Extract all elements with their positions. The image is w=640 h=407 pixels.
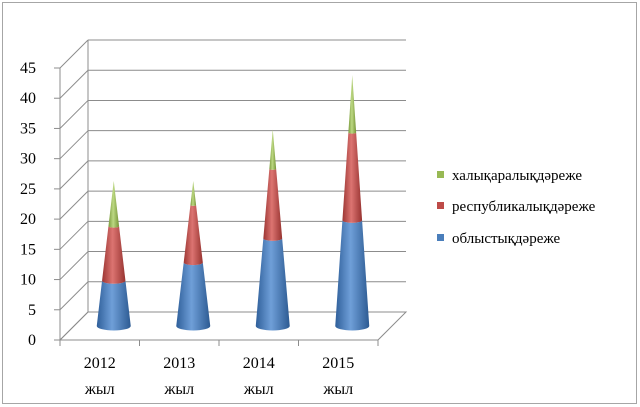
- legend: халықаралықдәреже республикалықдәреже облы…: [437, 168, 596, 247]
- cone-segment-республикалық-дәреже: [183, 205, 203, 266]
- cone-segment-халықаралық-дәреже: [269, 129, 277, 170]
- legend-label: халықаралықдәреже: [452, 168, 582, 184]
- legend-label: облыстықдәреже: [452, 231, 561, 247]
- y-tick-label: 25: [20, 181, 36, 198]
- legend-swatch: [437, 202, 444, 209]
- cone-segment-республикалық-дәреже: [102, 226, 126, 284]
- gridline-diagonal: [59, 251, 89, 280]
- x-tick-label: 2015: [322, 355, 354, 372]
- cone-segment-халықаралық-дәреже: [108, 180, 120, 228]
- legend-swatch: [437, 234, 444, 241]
- gridline-diagonal: [59, 220, 89, 250]
- x-tick-suffix: жыл: [243, 381, 274, 398]
- cones-layer: [96, 75, 370, 331]
- x-tick-label: 2012: [84, 355, 116, 372]
- cone-segment-облыстық-дәреже: [96, 280, 131, 331]
- y-tick-label: 45: [20, 60, 36, 77]
- x-tick-suffix: жыл: [84, 381, 115, 398]
- x-tick-label: 2014: [243, 355, 275, 372]
- legend-label: республикалықдәреже: [452, 199, 596, 215]
- chart-frame: [2, 2, 637, 404]
- cone-segment-облыстық-дәреже: [176, 262, 211, 331]
- cone-segment-республикалық-дәреже: [263, 168, 283, 241]
- gridline-diagonal: [59, 69, 89, 99]
- cone-segment-халықаралық-дәреже: [190, 180, 197, 206]
- y-tick-label: 20: [20, 211, 36, 228]
- y-tick-label: 15: [20, 241, 36, 258]
- gridline-diagonal: [59, 160, 89, 190]
- legend-swatch: [437, 171, 444, 178]
- cone-segment-халықаралық-дәреже: [348, 75, 357, 134]
- x-tick-suffix: жыл: [322, 381, 353, 398]
- y-tick-label: 10: [20, 272, 36, 289]
- y-tick-label: 35: [20, 120, 36, 137]
- y-tick-label: 5: [28, 302, 36, 319]
- gridline-diagonal: [59, 39, 89, 69]
- gridline-diagonal: [59, 190, 89, 220]
- cone-segment-облыстық-дәреже: [335, 220, 370, 331]
- cone-segment-республикалық-дәреже: [342, 132, 363, 223]
- gridline-diagonal: [59, 281, 89, 311]
- x-tick-label: 2013: [163, 355, 195, 372]
- gridline-diagonal: [59, 100, 89, 129]
- y-tick-label: 40: [20, 90, 36, 107]
- gridline-diagonal: [59, 130, 89, 160]
- y-tick-label: 0: [28, 332, 36, 349]
- floor: [58, 311, 408, 341]
- y-tick-label: 30: [20, 151, 36, 168]
- x-tick-suffix: жыл: [163, 381, 194, 398]
- cone-segment-облыстық-дәреже: [255, 238, 290, 331]
